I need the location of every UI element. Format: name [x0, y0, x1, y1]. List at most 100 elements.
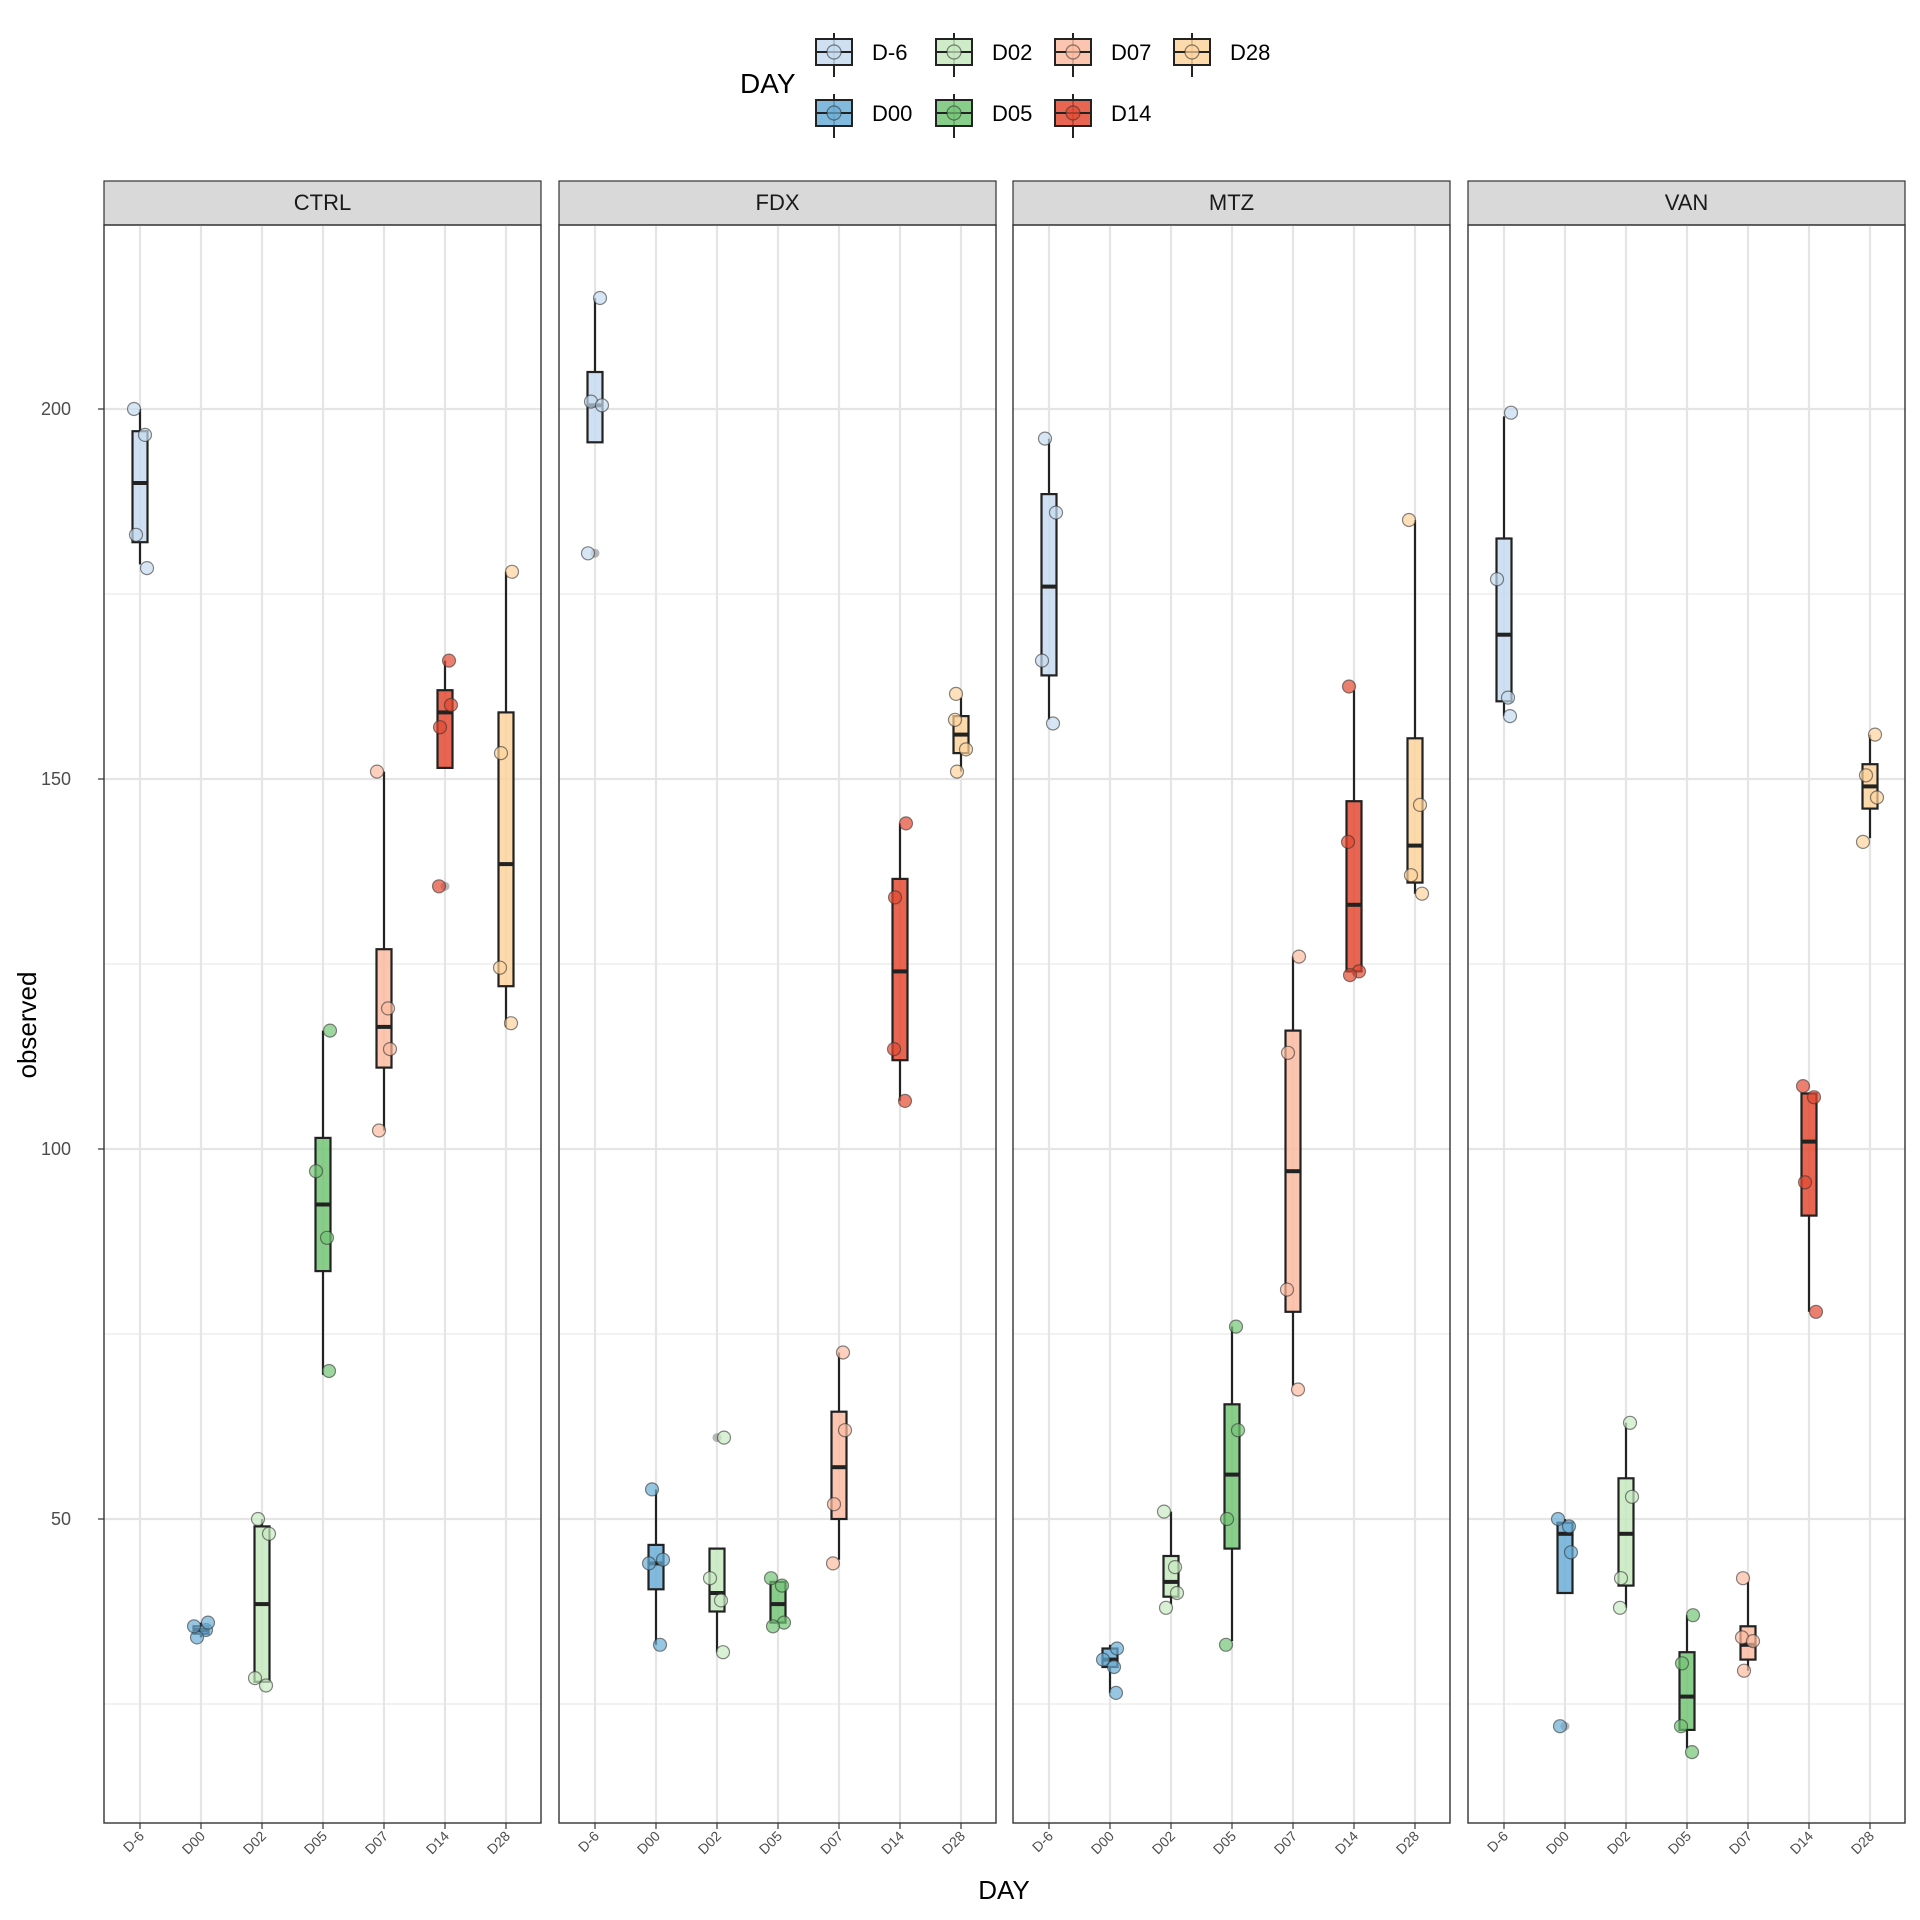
- legend-key-point: [946, 44, 962, 60]
- legend-item-D28: D28: [1173, 33, 1270, 77]
- x-tick-label: D00: [1088, 1828, 1118, 1858]
- data-point: [594, 398, 610, 413]
- box-D05: [308, 1023, 338, 1379]
- data-point: [763, 1571, 779, 1586]
- data-point: [432, 720, 448, 735]
- legend-key-point: [1065, 105, 1081, 121]
- data-point: [431, 879, 447, 894]
- data-point: [126, 401, 142, 417]
- data-point: [1622, 1415, 1638, 1430]
- x-tick-label: D28: [1393, 1828, 1423, 1858]
- x-tick-label: D14: [1787, 1828, 1817, 1858]
- legend-item-D-6: D-6: [815, 33, 907, 77]
- data-point: [1109, 1641, 1125, 1656]
- data-point: [1869, 790, 1885, 805]
- legend-key-point: [1184, 44, 1200, 60]
- data-point: [1045, 716, 1061, 731]
- data-point: [504, 564, 520, 579]
- box-D02: [702, 1430, 732, 1660]
- data-point: [308, 1164, 324, 1179]
- data-point: [186, 1619, 202, 1634]
- data-point: [1342, 967, 1358, 983]
- data-point: [1736, 1663, 1752, 1678]
- box-D07: [1279, 949, 1307, 1397]
- data-point: [1673, 1719, 1689, 1734]
- y-tick-label: 100: [41, 1139, 71, 1159]
- data-point: [641, 1556, 657, 1571]
- data-point: [713, 1593, 729, 1608]
- data-point: [1735, 1571, 1751, 1586]
- data-point: [1412, 797, 1428, 813]
- box-D14: [1795, 1078, 1824, 1319]
- data-point: [837, 1423, 853, 1438]
- legend-label: D05: [992, 101, 1032, 126]
- x-tick-label: D14: [878, 1828, 908, 1858]
- data-point: [1795, 1078, 1811, 1094]
- data-point: [261, 1526, 277, 1541]
- data-point: [128, 527, 144, 542]
- box-D-6: [1489, 405, 1519, 724]
- x-tick-label: D07: [1271, 1828, 1301, 1858]
- data-point: [1550, 1511, 1566, 1527]
- data-point: [1280, 1045, 1296, 1060]
- data-point: [1095, 1652, 1111, 1667]
- legend-label: D02: [992, 40, 1032, 65]
- data-point: [652, 1637, 668, 1652]
- data-point: [1624, 1489, 1640, 1504]
- x-tick-label: D28: [484, 1828, 514, 1858]
- data-point: [887, 890, 903, 905]
- x-tick-label: D07: [362, 1828, 392, 1858]
- data-point: [1563, 1545, 1579, 1560]
- facet-panel: FDX D-6 D00 D02 D05 D07 D14 D28: [558, 180, 997, 1858]
- data-point: [897, 1093, 913, 1109]
- data-point: [1037, 431, 1053, 446]
- data-point: [1612, 1600, 1628, 1615]
- data-point: [1685, 1608, 1701, 1623]
- data-point: [948, 686, 964, 702]
- data-point: [1048, 505, 1064, 520]
- box-D14: [431, 653, 459, 894]
- data-point: [319, 1230, 335, 1245]
- data-point: [1561, 1519, 1577, 1534]
- data-point: [369, 764, 385, 779]
- data-point: [1156, 1504, 1172, 1519]
- data-point: [503, 1016, 519, 1031]
- data-point: [886, 1041, 902, 1057]
- data-point: [1797, 1175, 1813, 1190]
- legend: DAY D-6 D02 D07 D28 D00 D05 D14: [740, 33, 1270, 138]
- box-D00: [641, 1482, 671, 1652]
- box-D28: [947, 686, 974, 779]
- data-point: [716, 1430, 732, 1445]
- x-tick-label: D-6: [1029, 1828, 1056, 1855]
- data-point: [443, 697, 459, 713]
- legend-item-D07: D07: [1054, 33, 1151, 77]
- x-tick-label: D02: [1604, 1828, 1634, 1858]
- box-D07: [1734, 1571, 1761, 1678]
- data-point: [1218, 1637, 1234, 1652]
- data-point: [1503, 405, 1519, 420]
- y-tick-label: 200: [41, 399, 71, 419]
- box-D05: [1218, 1319, 1246, 1652]
- data-point: [1279, 1282, 1295, 1297]
- data-point: [1228, 1319, 1244, 1334]
- data-point: [1808, 1304, 1824, 1319]
- data-point: [200, 1615, 216, 1630]
- data-point: [492, 960, 508, 975]
- data-point: [1291, 949, 1307, 964]
- data-point: [835, 1345, 851, 1360]
- y-tick-label: 150: [41, 769, 71, 789]
- facet-strip: [1012, 180, 1451, 226]
- x-tick-label: D05: [301, 1828, 331, 1858]
- data-point: [1502, 708, 1518, 724]
- box-D00: [1550, 1511, 1579, 1734]
- box-D02: [1612, 1415, 1640, 1615]
- box-D28: [1401, 512, 1430, 901]
- x-tick-label: D-6: [575, 1828, 602, 1855]
- data-point: [1219, 1511, 1235, 1527]
- facet-panel: MTZ D-6 D00 D02 D05 D07 D14 D28: [1012, 180, 1451, 1858]
- data-point: [1867, 727, 1883, 742]
- legend-item-D14: D14: [1054, 94, 1151, 138]
- box-D14: [886, 816, 914, 1109]
- facet-strip: [558, 180, 997, 226]
